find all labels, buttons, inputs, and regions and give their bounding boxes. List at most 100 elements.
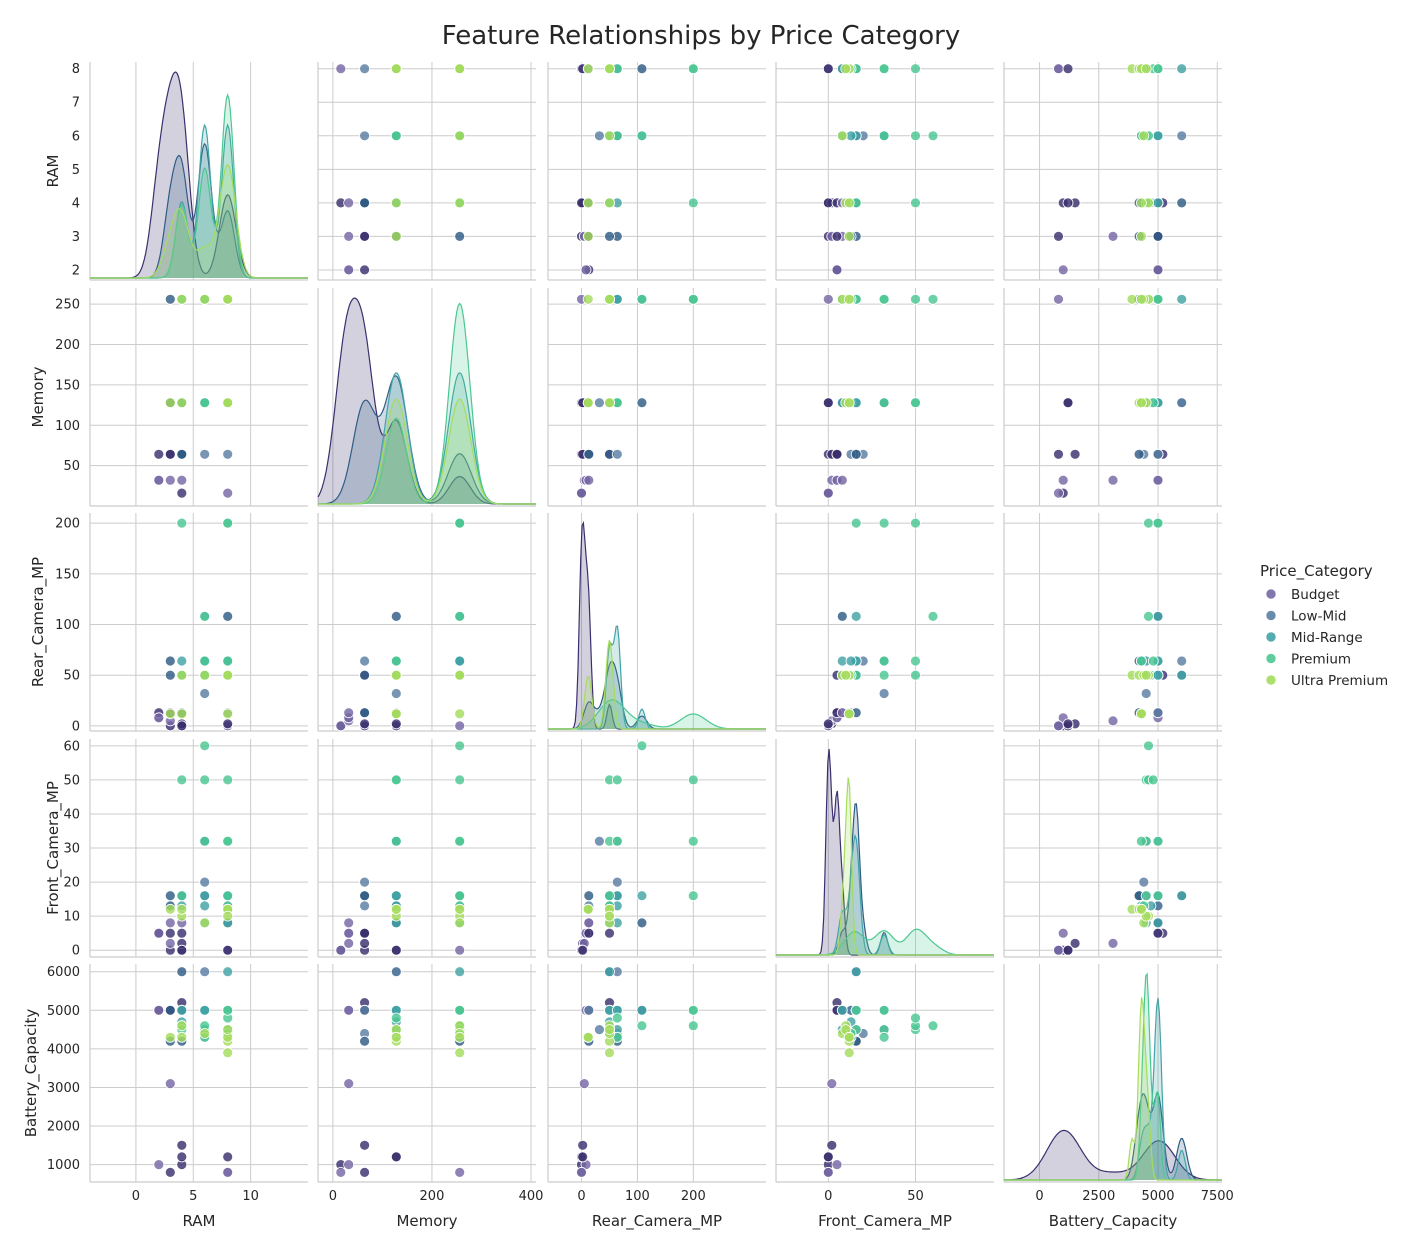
point-premium bbox=[910, 655, 921, 667]
point-premium bbox=[222, 517, 234, 529]
point-ultra-premium bbox=[843, 708, 855, 720]
point-low-mid bbox=[359, 1004, 371, 1016]
point-ultra-premium bbox=[1136, 293, 1147, 305]
point-budget bbox=[359, 1139, 371, 1151]
point-low-mid bbox=[359, 655, 371, 667]
panel-ram-vs-front-camera-mp bbox=[775, 62, 994, 281]
point-budget bbox=[176, 474, 188, 486]
kde-fill-premium bbox=[776, 929, 994, 955]
point-mid-range bbox=[845, 655, 857, 667]
point-budget bbox=[822, 397, 834, 409]
y-tick-label: 40 bbox=[63, 807, 80, 822]
point-budget bbox=[831, 230, 843, 242]
point-ultra-premium bbox=[222, 708, 234, 720]
point-budget bbox=[583, 917, 595, 929]
point-budget bbox=[343, 927, 355, 939]
point-ultra-premium bbox=[199, 293, 211, 305]
point-ultra-premium bbox=[582, 397, 594, 409]
point-premium bbox=[910, 1012, 921, 1024]
point-ultra-premium bbox=[176, 903, 188, 915]
point-premium bbox=[454, 1004, 466, 1016]
panel-memory-vs-front-camera-mp bbox=[775, 288, 994, 507]
point-low-mid bbox=[164, 293, 176, 305]
point-mid-range bbox=[1152, 917, 1164, 929]
scatter-rear-camera-mp-vs-battery-capacity bbox=[1053, 517, 1188, 732]
y-axis-label-battery-capacity: Battery_Capacity bbox=[22, 1009, 41, 1138]
point-low-mid bbox=[836, 611, 848, 622]
point-low-mid bbox=[164, 669, 176, 681]
point-premium bbox=[878, 517, 890, 529]
point-premium bbox=[1152, 63, 1164, 75]
y-tick-label: 250 bbox=[55, 298, 80, 313]
point-ultra-premium bbox=[582, 293, 594, 305]
point-budget bbox=[359, 927, 371, 939]
kde-fill-budget bbox=[776, 749, 994, 955]
point-ultra-premium bbox=[390, 230, 402, 242]
point-low-mid bbox=[611, 448, 623, 460]
kde-memory bbox=[317, 297, 536, 505]
point-low-mid bbox=[594, 1024, 605, 1035]
point-low-mid bbox=[878, 688, 890, 699]
point-budget bbox=[1107, 938, 1119, 949]
kde-line-ultra-premium bbox=[1004, 997, 1222, 1181]
point-ultra-premium bbox=[454, 1031, 466, 1043]
point-low-mid bbox=[359, 63, 371, 75]
point-premium bbox=[176, 890, 188, 902]
point-premium bbox=[687, 1020, 699, 1032]
point-ultra-premium bbox=[176, 708, 188, 720]
y-axis-label-rear-camera-mp: Rear_Camera_MP bbox=[29, 557, 48, 687]
point-ultra-premium bbox=[604, 130, 615, 142]
point-budget bbox=[343, 264, 355, 276]
point-ultra-premium bbox=[1136, 397, 1147, 409]
panel-memory-vs-battery-capacity bbox=[1003, 288, 1222, 507]
point-budget bbox=[1062, 718, 1074, 730]
x-tick-label: 100 bbox=[625, 1189, 650, 1204]
x-tick-label: 5000 bbox=[1141, 1189, 1174, 1204]
point-premium bbox=[222, 835, 234, 847]
point-low-mid bbox=[359, 197, 371, 209]
scatter-front-camera-mp-vs-battery-capacity bbox=[1053, 740, 1188, 956]
point-premium bbox=[910, 293, 921, 305]
legend-label-premium: Premium bbox=[1291, 652, 1351, 668]
y-tick-label: 4 bbox=[72, 196, 80, 211]
point-low-mid bbox=[1152, 230, 1164, 242]
point-premium bbox=[454, 611, 466, 622]
panel-battery-capacity-vs-memory bbox=[317, 964, 536, 1183]
scatter-front-camera-mp-vs-ram bbox=[153, 740, 234, 956]
x-tick-label: 7500 bbox=[1201, 1189, 1234, 1204]
y-tick-label: 6 bbox=[72, 129, 80, 144]
point-premium bbox=[927, 611, 939, 622]
point-low-mid bbox=[636, 397, 648, 409]
point-budget bbox=[335, 63, 347, 75]
point-ultra-premium bbox=[604, 397, 615, 409]
point-ultra-premium bbox=[176, 1020, 188, 1032]
point-ultra-premium bbox=[604, 293, 615, 305]
point-mid-range bbox=[199, 900, 211, 912]
point-ultra-premium bbox=[222, 1047, 234, 1059]
point-premium bbox=[1152, 293, 1164, 305]
point-ultra-premium bbox=[390, 903, 402, 915]
point-budget bbox=[176, 720, 188, 732]
point-budget bbox=[822, 293, 834, 305]
point-premium bbox=[199, 611, 211, 622]
point-low-mid bbox=[1176, 197, 1188, 209]
point-mid-range bbox=[390, 890, 402, 902]
point-ultra-premium bbox=[222, 1024, 234, 1035]
point-ultra-premium bbox=[840, 63, 852, 75]
point-ultra-premium bbox=[582, 197, 594, 209]
point-premium bbox=[454, 774, 466, 786]
panel-memory-vs-rear-camera-mp bbox=[547, 288, 766, 507]
point-low-mid bbox=[359, 900, 371, 912]
scatter-ram-vs-rear-camera-mp bbox=[576, 63, 699, 276]
y-tick-label: 50 bbox=[63, 669, 80, 684]
point-mid-range bbox=[1152, 669, 1164, 681]
point-ultra-premium bbox=[1136, 197, 1147, 209]
point-budget bbox=[153, 712, 165, 724]
point-budget bbox=[1062, 944, 1074, 956]
point-budget bbox=[1152, 474, 1164, 486]
point-low-mid bbox=[1176, 655, 1188, 667]
point-mid-range bbox=[199, 1004, 211, 1016]
scatter-memory-vs-ram bbox=[153, 293, 234, 499]
point-budget bbox=[1053, 944, 1064, 956]
point-low-mid bbox=[390, 611, 402, 622]
